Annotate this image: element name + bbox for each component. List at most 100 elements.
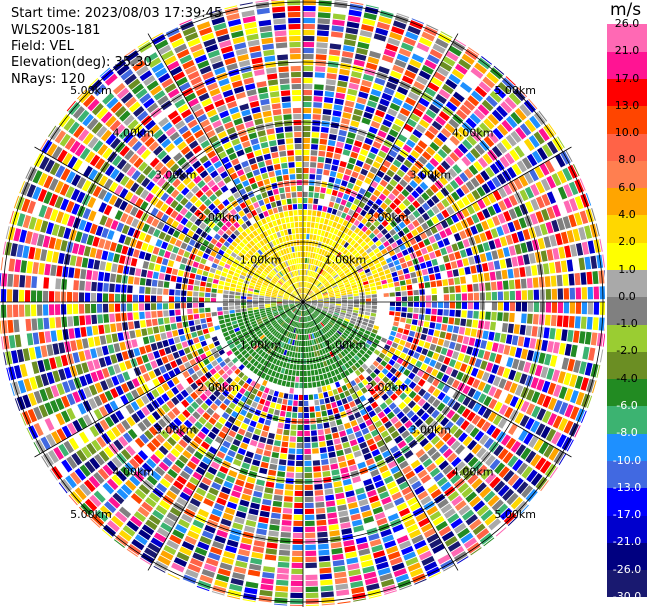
ray-gate [354,53,367,61]
ray-gate [467,293,474,301]
ray-gate [272,358,278,365]
ray-gate [315,375,320,381]
ray-gate [129,267,136,276]
ray-gate [275,346,280,352]
ray-gate [405,139,416,149]
ray-gate [423,341,431,349]
ray-gate [174,303,181,309]
ray-gate [18,304,25,317]
ray-gate [470,67,484,79]
ray-gate [491,311,497,321]
ray-gate [284,423,291,430]
ray-gate [325,339,331,346]
ray-gate [340,467,349,474]
ray-gate [323,295,329,298]
ray-gate [343,320,349,325]
ray-gate [391,326,398,332]
ray-gate [396,502,408,512]
ray-gate [130,258,138,267]
ray-gate [165,267,173,274]
ray-gate [445,156,455,167]
ray-gate [262,572,275,579]
ray-gate [305,574,318,581]
ray-gate [418,97,430,108]
ray-gate [521,465,533,479]
ray-gate [429,510,442,521]
ray-gate [26,261,33,274]
ray-gate [357,41,370,50]
ray-gate [260,372,267,379]
ray-gate [331,116,341,123]
ray-gate [247,293,253,297]
ray-gate [369,216,376,224]
ray-gate [313,393,319,400]
ray-gate [407,307,413,313]
ray-gate [391,562,405,572]
ray-gate [387,37,401,47]
ray-gate [413,175,423,185]
ray-gate [318,543,329,550]
ray-gate [133,312,139,320]
ray-gate [316,308,321,312]
ray-gate [319,343,324,349]
ray-gate [348,82,359,90]
ray-gate [208,343,215,350]
ray-gate [334,243,340,249]
ray-gate [421,348,429,356]
ray-gate [98,324,105,335]
ray-gate [445,183,455,194]
ray-gate [323,218,329,225]
ray-gate [536,408,547,421]
ray-gate [329,296,335,299]
ray-gate [351,249,358,256]
ray-gate [200,318,207,324]
ray-gate [434,455,445,466]
ray-gate [354,362,361,369]
ray-gate [321,355,326,361]
ray-gate [13,274,20,288]
ray-gate [211,481,222,491]
ray-gate [163,288,169,295]
ray-gate [348,9,362,17]
ray-gate [531,150,543,164]
ray-gate [397,440,407,449]
ray-gate [462,385,471,395]
ray-gate [224,455,234,463]
ray-gate [347,237,353,244]
ray-gate [303,281,305,288]
ray-gate [345,27,359,35]
ray-gate [305,592,319,599]
ray-gate [244,482,255,490]
ray-gate [306,276,309,282]
ray-gate [279,537,291,544]
ray-gate [506,357,514,368]
ray-gate [320,591,334,598]
ray-gate [413,289,419,296]
ray-gate [24,304,31,317]
ray-gate [466,376,475,386]
ray-gate [344,390,351,397]
ray-gate [313,272,318,278]
ray-gate [376,285,382,290]
ray-gate [344,318,350,322]
ray-gate [154,264,161,272]
ray-gate [365,484,375,492]
ray-gate [372,161,381,169]
ray-gate [237,414,245,422]
ray-gate [348,195,355,203]
ray-gate [461,207,470,218]
ray-gate [545,221,554,234]
ray-gate [239,387,246,395]
ray-gate [321,311,327,315]
ray-gate [216,497,227,506]
ray-gate [430,225,438,235]
ray-gate [101,250,109,261]
ray-gate [422,327,429,334]
ray-gate [361,225,368,233]
ray-gate [352,592,366,600]
ray-gate [98,271,105,281]
ray-gate [483,537,495,547]
ray-gate [391,188,400,197]
ray-gate [263,493,273,500]
ray-gate [331,426,338,433]
